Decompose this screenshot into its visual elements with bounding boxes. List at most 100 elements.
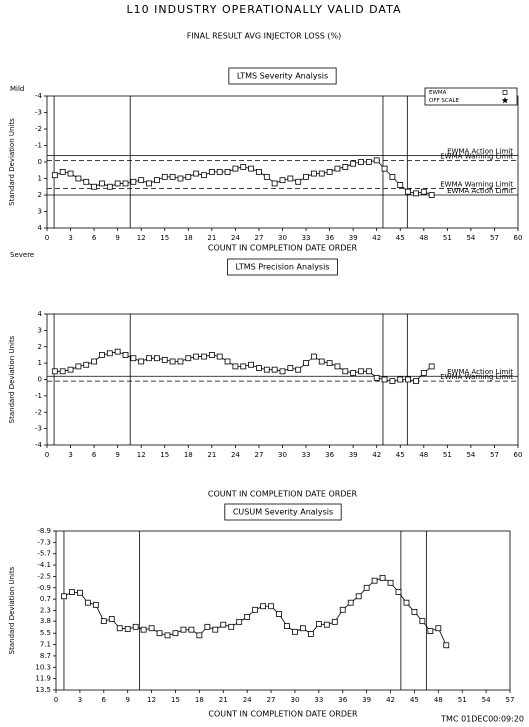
- marker: [224, 168, 231, 175]
- x-tick-label: 30: [278, 451, 287, 459]
- marker: [185, 173, 192, 180]
- marker: [419, 618, 426, 625]
- marker: [373, 157, 380, 164]
- x-tick-label: 33: [314, 696, 323, 704]
- marker: [355, 593, 362, 600]
- x-tick-label: 24: [243, 696, 252, 704]
- y-tick-label: -5.7: [37, 550, 51, 558]
- marker: [161, 356, 168, 363]
- marker: [310, 170, 317, 177]
- marker: [51, 172, 58, 179]
- marker: [99, 180, 105, 187]
- y-tick-label: -2.5: [37, 572, 51, 580]
- panel-title-box: [227, 258, 338, 276]
- x-axis-label: COUNT IN COMPLETION DATE ORDER: [208, 490, 358, 499]
- x-tick-label: 27: [254, 451, 263, 459]
- marker: [153, 355, 160, 362]
- marker: [240, 363, 247, 370]
- x-tick-label: 6: [102, 696, 107, 704]
- marker: [365, 159, 372, 165]
- marker: [61, 593, 67, 600]
- x-tick-label: 15: [160, 234, 169, 242]
- marker: [169, 358, 176, 365]
- y-tick-label: 1: [38, 175, 42, 183]
- x-axis-label: COUNT IN COMPLETION DATE ORDER: [208, 244, 358, 253]
- panel-title-box: [228, 67, 337, 85]
- marker: [363, 584, 370, 591]
- x-tick-label: 57: [490, 234, 499, 242]
- x-tick-label: 33: [302, 234, 311, 242]
- x-tick-label: 33: [302, 451, 311, 459]
- marker: [315, 621, 322, 627]
- limit-label: EWMA Warning Limit: [440, 152, 513, 160]
- marker: [83, 361, 90, 368]
- marker: [188, 626, 195, 633]
- marker: [161, 173, 168, 180]
- limit-label: EWMA Warning Limit: [440, 180, 513, 188]
- marker: [114, 348, 121, 355]
- limit-label: EWMA Warning Limit: [440, 373, 513, 381]
- marker: [271, 366, 278, 373]
- marker: [153, 177, 160, 184]
- marker: [276, 611, 282, 617]
- x-tick-label: 12: [137, 451, 146, 459]
- x-tick-label: 15: [160, 451, 169, 459]
- marker: [334, 363, 341, 370]
- y-axis-label: Standard Deviation Units: [8, 566, 16, 654]
- marker: [172, 630, 179, 637]
- y-tick-label: 2: [38, 191, 42, 199]
- legend-box: [424, 87, 518, 106]
- x-tick-label: 57: [490, 451, 499, 459]
- x-tick-label: 9: [125, 696, 129, 704]
- x-tick-label: 51: [443, 451, 452, 459]
- marker: [339, 606, 346, 613]
- marker: [389, 378, 396, 385]
- x-tick-label: 39: [349, 451, 358, 459]
- x-tick-label: 27: [254, 234, 263, 242]
- marker: [303, 173, 309, 180]
- x-tick-label: 48: [419, 451, 428, 459]
- x-tick-label: 39: [349, 234, 358, 242]
- limit-label: EWMA Action Limit: [447, 187, 513, 195]
- marker: [169, 173, 176, 180]
- x-tick-label: 6: [92, 451, 97, 459]
- marker: [84, 599, 91, 606]
- marker: [292, 628, 298, 635]
- marker: [279, 177, 286, 184]
- x-tick-label: 12: [147, 696, 156, 704]
- marker: [114, 180, 121, 187]
- marker: [124, 626, 131, 632]
- marker: [397, 376, 404, 383]
- marker: [76, 589, 83, 596]
- marker: [138, 177, 145, 184]
- marker: [326, 360, 333, 367]
- y-tick-label: 4: [38, 310, 43, 318]
- x-tick-label: 54: [466, 451, 475, 459]
- marker: [365, 368, 372, 375]
- marker: [208, 168, 215, 175]
- marker: [405, 376, 412, 383]
- page-subtitle: FINAL RESULT AVG INJECTOR LOSS (%): [187, 32, 342, 41]
- x-tick-label: 30: [278, 234, 287, 242]
- marker: [263, 173, 270, 180]
- marker: [193, 170, 200, 177]
- marker: [411, 609, 418, 615]
- marker: [193, 353, 200, 360]
- marker: [284, 623, 290, 630]
- y-tick-label: 11.9: [35, 675, 51, 683]
- y-tick-label: 0: [38, 376, 42, 384]
- x-tick-label: 24: [231, 451, 240, 459]
- marker: [228, 623, 235, 630]
- marker: [435, 625, 442, 632]
- x-tick-label: 39: [362, 696, 371, 704]
- marker: [75, 363, 82, 370]
- marker: [140, 626, 147, 633]
- marker: [428, 192, 435, 198]
- marker: [92, 601, 99, 608]
- panel-title: LTMS Severity Analysis: [237, 72, 328, 81]
- y-tick-label: -8.9: [37, 527, 51, 535]
- marker: [236, 618, 243, 625]
- y-tick-label: 1: [38, 359, 42, 367]
- marker: [350, 160, 357, 167]
- marker: [295, 178, 302, 185]
